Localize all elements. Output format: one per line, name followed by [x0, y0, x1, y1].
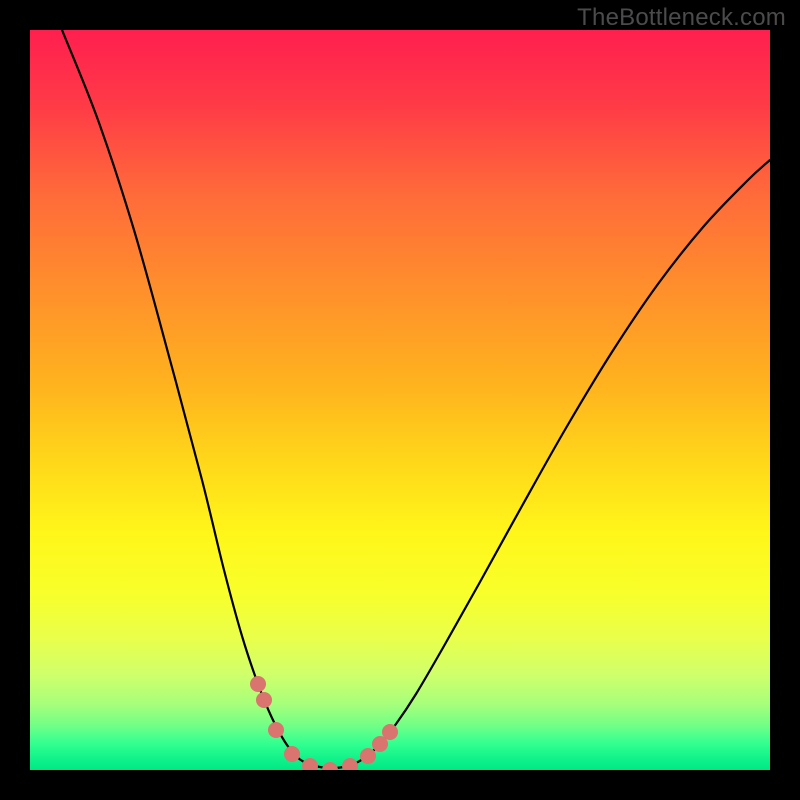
bottleneck-curve [62, 30, 770, 768]
valley-marker [250, 676, 266, 692]
valley-marker [302, 758, 318, 770]
watermark-text: TheBottleneck.com [577, 4, 786, 32]
valley-marker [360, 748, 376, 764]
plot-area [30, 30, 770, 770]
valley-marker [342, 758, 358, 770]
valley-marker [268, 722, 284, 738]
valley-marker [382, 724, 398, 740]
valley-marker [284, 746, 300, 762]
curve-layer [30, 30, 770, 770]
valley-marker [322, 762, 338, 770]
valley-marker [256, 692, 272, 708]
